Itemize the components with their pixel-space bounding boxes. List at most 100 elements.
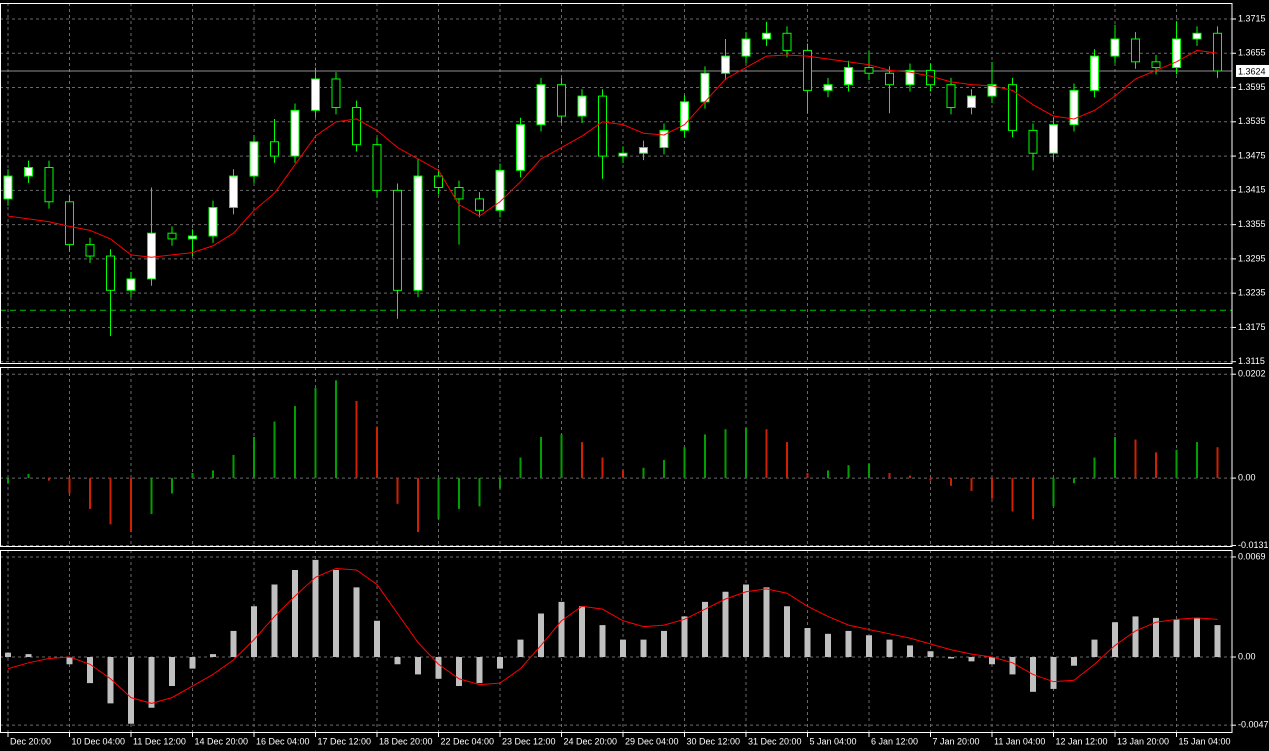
y-tick-label: 1.3355 [1238,219,1266,229]
y-tick-label: -0.0131 [1238,540,1269,550]
candle-body [3,175,13,200]
candle-body [1049,124,1058,154]
candle-body [864,67,874,74]
x-tick-label: 7 Jan 20:00 [933,736,980,746]
x-tick-label: 5 Jan 04:00 [810,736,857,746]
candle-body [721,55,730,74]
candle-body [946,84,956,109]
y-tick-label: 1.3175 [1238,322,1266,332]
y-tick-label: 0.00 [1238,651,1256,661]
candle-body [987,84,997,97]
x-tick-label: Dec 20:00 [10,736,51,746]
candle-body [249,141,259,177]
y-tick-label: 1.3475 [1238,150,1266,160]
y-tick-label: 1.3535 [1238,116,1266,126]
candle-body [536,84,546,126]
candle-body [741,38,751,57]
candle-body [167,232,177,240]
x-tick-label: 11 Jan 04:00 [994,736,1045,746]
candle-body [782,32,792,51]
panel-border [0,367,1233,547]
candle-body [823,84,833,91]
x-tick-label: 12 Jan 12:00 [1056,736,1108,746]
panel-border [0,550,1233,733]
candle-body [1151,61,1161,69]
last-price-box [1236,64,1269,77]
candle-body [1028,129,1038,154]
candle-body [680,101,689,131]
candle-body [24,167,33,177]
candle-body [44,167,54,203]
candle-body [803,49,812,91]
x-tick-label: 6 Jan 12:00 [871,736,918,746]
y-tick-label: -0.0047 [1238,720,1269,730]
x-tick-label: 30 Dec 12:00 [687,736,741,746]
candle-body [208,206,218,237]
candle-body [85,244,95,257]
y-tick-label: 1.3415 [1238,185,1266,195]
y-tick-label: 1.3295 [1238,253,1266,263]
candle-body [270,141,279,157]
x-tick-label: 22 Dec 04:00 [441,736,495,746]
candle-body [495,169,505,211]
candle-body [700,72,710,103]
candle-body [188,235,197,240]
candle-body [434,175,443,188]
candle-body [475,198,484,211]
x-tick-label: 17 Dec 12:00 [318,736,372,746]
candle-body [65,201,74,246]
candle-body [577,95,587,117]
candle-body [1090,55,1099,91]
y-tick-label: 1.3235 [1238,288,1266,298]
last-price-label: 1.3624 [1238,66,1266,76]
x-tick-label: 15 Jan 04:00 [1179,736,1231,746]
candle-body [454,186,464,200]
candle-body [311,78,320,111]
panel-border [0,3,1233,364]
y-tick-label: 0.0069 [1238,551,1266,561]
x-tick-label: 10 Dec 04:00 [72,736,126,746]
x-tick-label: 11 Dec 12:00 [133,736,186,746]
x-tick-label: 23 Dec 12:00 [502,736,556,746]
y-tick-label: 1.3595 [1238,82,1266,92]
candle-body [885,72,894,86]
candle-body [106,255,115,291]
candle-body [905,69,915,86]
candle-body [639,147,648,154]
x-tick-label: 31 Dec 20:00 [748,736,802,746]
y-tick-label: 0.0202 [1238,369,1266,379]
candle-body [844,67,853,86]
y-tick-label: 1.3715 [1238,13,1266,23]
candle-body [557,84,566,117]
candle-body [598,95,607,157]
candle-body [147,232,156,280]
candle-body [967,95,976,109]
candle-body [926,69,935,86]
x-tick-label: 14 Dec 20:00 [195,736,249,746]
candle-body [352,107,361,146]
candle-body [229,175,238,208]
x-tick-label: 18 Dec 20:00 [379,736,433,746]
candle-body [1172,38,1181,69]
y-tick-label: 0.00 [1238,472,1256,482]
candle-body [1008,84,1017,131]
y-tick-label: 1.3655 [1238,48,1266,58]
candle-body [290,109,300,157]
x-tick-label: 16 Dec 04:00 [256,736,310,746]
x-tick-label: 13 Jan 20:00 [1117,736,1169,746]
candle-body [1110,38,1120,57]
x-tick-label: 29 Dec 04:00 [625,736,679,746]
candle-body [126,278,136,291]
candle-body [516,124,525,171]
x-tick-label: 24 Dec 20:00 [564,736,618,746]
candle-body [618,152,628,157]
candle-body [1069,89,1079,126]
candle-body [331,78,341,109]
candle-body [393,189,402,291]
candle-body [762,32,771,40]
candle-body [372,144,382,191]
candle-body [1213,32,1222,72]
